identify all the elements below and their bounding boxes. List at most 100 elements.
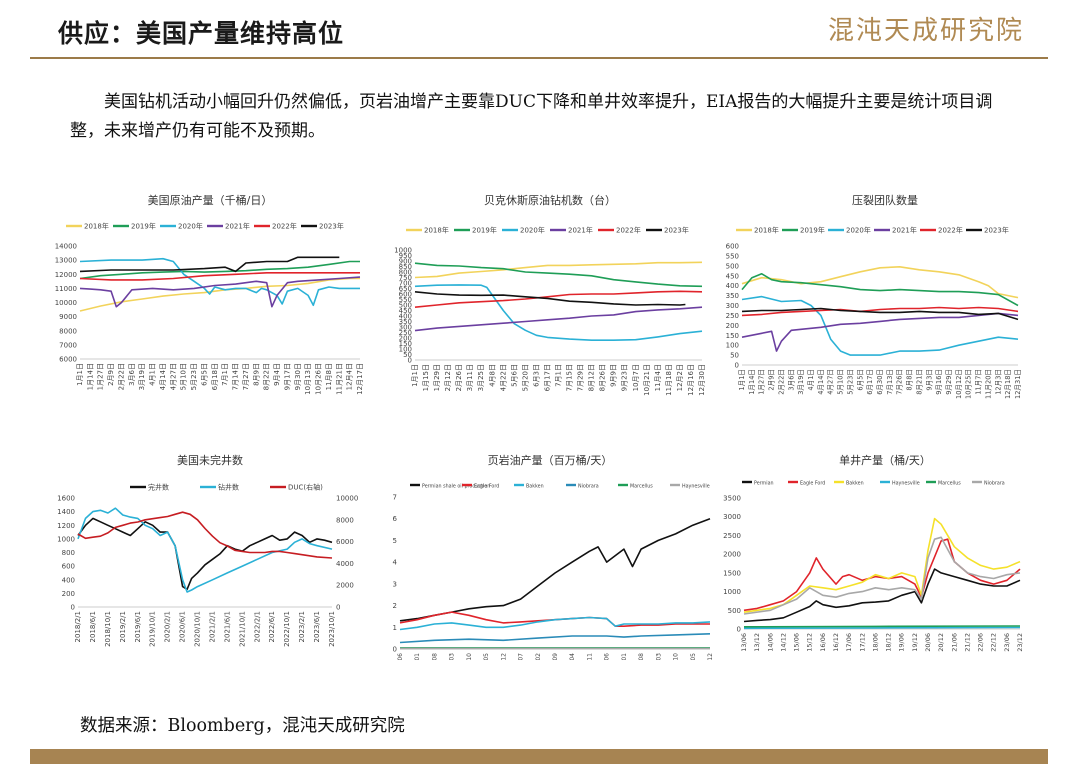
x-tick-label: 19/11 <box>586 653 593 660</box>
y-tick-label: 1400 <box>57 508 75 516</box>
y-tick-label: 0 <box>737 626 741 634</box>
x-tick-label: 18/09 <box>552 653 559 660</box>
x-tick-label: 12月31日 <box>1014 369 1022 399</box>
x-tick-label: 23/12 <box>1016 633 1024 652</box>
x-tick-label: 13/06 <box>397 653 404 660</box>
x-tick-label: 2018/6/1 <box>89 611 97 642</box>
x-tick-label: 8月22日 <box>263 363 271 390</box>
x-tick-label: 17/06 <box>845 633 853 652</box>
x-tick-label: 3月11日 <box>466 364 474 391</box>
chart-title: 单井产量（桶/天） <box>839 453 931 467</box>
x-tick-label: 1月1日 <box>411 364 419 387</box>
x-tick-label: 6月5日 <box>200 363 208 386</box>
y-tick-label: 7000 <box>59 341 77 349</box>
x-tick-label: 21/12 <box>963 633 971 652</box>
legend-label: Bakken <box>846 481 864 487</box>
x-tick-label: 2019/6/1 <box>134 611 142 642</box>
legend-label: 钻井数 <box>218 483 239 492</box>
x-tick-label: 19/12 <box>911 633 919 652</box>
x-tick-label: 21/08 <box>638 653 645 660</box>
x-tick-label: 11月4日 <box>654 364 662 391</box>
x-tick-label: 12月2日 <box>676 364 684 391</box>
legend-label: 2022年 <box>938 226 963 235</box>
series-line-Niobrara <box>399 633 711 644</box>
series-line-2022年 <box>414 290 703 308</box>
legend-label: 2018年 <box>424 226 449 235</box>
x-tick-label: 3月19日 <box>797 369 805 395</box>
x-tick-label: 2023/6/1 <box>313 611 321 642</box>
chart-per-well-production: 单井产量（桶/天） Permian Eagle Ford Bakken Haynesvi… <box>720 440 1050 660</box>
x-tick-label: 10月21日 <box>643 364 651 396</box>
y-tick-label: 2000 <box>723 551 741 559</box>
y-tick-label: 200 <box>62 590 75 598</box>
x-tick-label: 23/06 <box>1003 633 1011 652</box>
series-line-钻井数 <box>77 507 333 593</box>
series-line-2022年 <box>79 272 360 281</box>
series-line-Haynesville <box>743 626 1021 630</box>
x-tick-label: 7月29日 <box>577 364 585 391</box>
y2-tick-label: 6000 <box>336 538 354 546</box>
y-tick-label: 500 <box>399 302 412 310</box>
x-tick-label: 2020/2/1 <box>164 611 172 642</box>
chart-title: 美国原油产量（千桶/日） <box>148 193 273 207</box>
x-tick-label: 11月18日 <box>665 364 673 396</box>
x-tick-label: 4月1日 <box>807 369 815 391</box>
x-tick-label: 18/02 <box>535 653 542 660</box>
y-tick-label: 200 <box>726 322 739 330</box>
series-line-2023年 <box>79 256 340 273</box>
x-tick-label: 20/06 <box>924 633 932 652</box>
x-tick-label: 14/08 <box>431 653 438 660</box>
x-tick-label: 10月12日 <box>955 369 963 399</box>
x-tick-label: 5月10日 <box>837 369 845 395</box>
series-line-2022年 <box>741 306 1019 317</box>
legend-label: Permian <box>754 481 774 487</box>
y-tick-label: 0 <box>71 604 75 612</box>
legend-label: 2018年 <box>84 222 109 231</box>
x-tick-label: 2018/2/1 <box>74 611 82 642</box>
series-line-Eagle Ford <box>743 538 1021 612</box>
x-tick-label: 15/03 <box>449 653 456 660</box>
y2-tick-label: 4000 <box>336 560 354 568</box>
data-source: 数据来源：Bloomberg，混沌天成研究院 <box>80 716 405 736</box>
x-tick-label: 2月12日 <box>444 364 452 391</box>
y-tick-label: 550 <box>726 252 739 260</box>
legend-label: 2018年 <box>754 226 779 235</box>
x-tick-label: 4月14日 <box>159 363 167 390</box>
x-tick-label: 8月21日 <box>915 369 923 395</box>
x-tick-label: 3月19日 <box>138 363 146 390</box>
y-tick-label: 1600 <box>57 495 75 503</box>
x-tick-label: 2月26日 <box>455 364 463 391</box>
x-tick-label: 7月1日 <box>555 364 563 387</box>
x-tick-label: 16/12 <box>832 633 840 652</box>
x-tick-label: 15/06 <box>793 633 801 652</box>
y-tick-label: 600 <box>399 291 412 299</box>
y2-tick-label: 8000 <box>336 516 354 524</box>
legend-label: Permian shale oil production <box>422 484 490 490</box>
x-tick-label: 13/06 <box>740 633 748 652</box>
x-tick-label: 13/12 <box>753 633 761 652</box>
x-tick-label: 2020/6/1 <box>179 611 187 642</box>
y-tick-label: 400 <box>399 313 412 321</box>
x-tick-label: 1月1日 <box>738 369 746 391</box>
x-tick-label: 7月14日 <box>232 363 240 390</box>
x-tick-label: 10月7日 <box>632 364 640 391</box>
x-tick-label: 19/04 <box>569 653 576 660</box>
series-line-Niobrara <box>743 536 1021 615</box>
series-line-2021年 <box>414 306 703 332</box>
footer-bar <box>30 749 1048 764</box>
y-tick-label: 6 <box>393 515 398 523</box>
x-tick-label: 8月8日 <box>906 369 914 391</box>
y-tick-label: 5 <box>393 537 397 545</box>
y-tick-label: 9000 <box>59 313 77 321</box>
x-tick-label: 5月23日 <box>846 369 854 395</box>
legend-label: Eagle Ford <box>800 481 825 487</box>
chart-frac-spreads-svg: 压裂团队数量 2018年 2019年 2020年 2021年 2022年 2023年 0 50 1… <box>726 193 1022 399</box>
legend-label: Marcellus <box>630 484 653 490</box>
y-tick-label: 250 <box>399 329 412 337</box>
x-tick-label: 2月9日 <box>107 363 115 386</box>
chart-shale-production: 页岩油产量（百万桶/天） Permian shale oil production… <box>380 440 720 660</box>
y-tick-label: 1000 <box>723 588 741 596</box>
y-tick-label: 7 <box>393 494 397 502</box>
y-tick-label: 800 <box>62 549 75 557</box>
x-tick-label: 2021/6/1 <box>223 611 231 642</box>
